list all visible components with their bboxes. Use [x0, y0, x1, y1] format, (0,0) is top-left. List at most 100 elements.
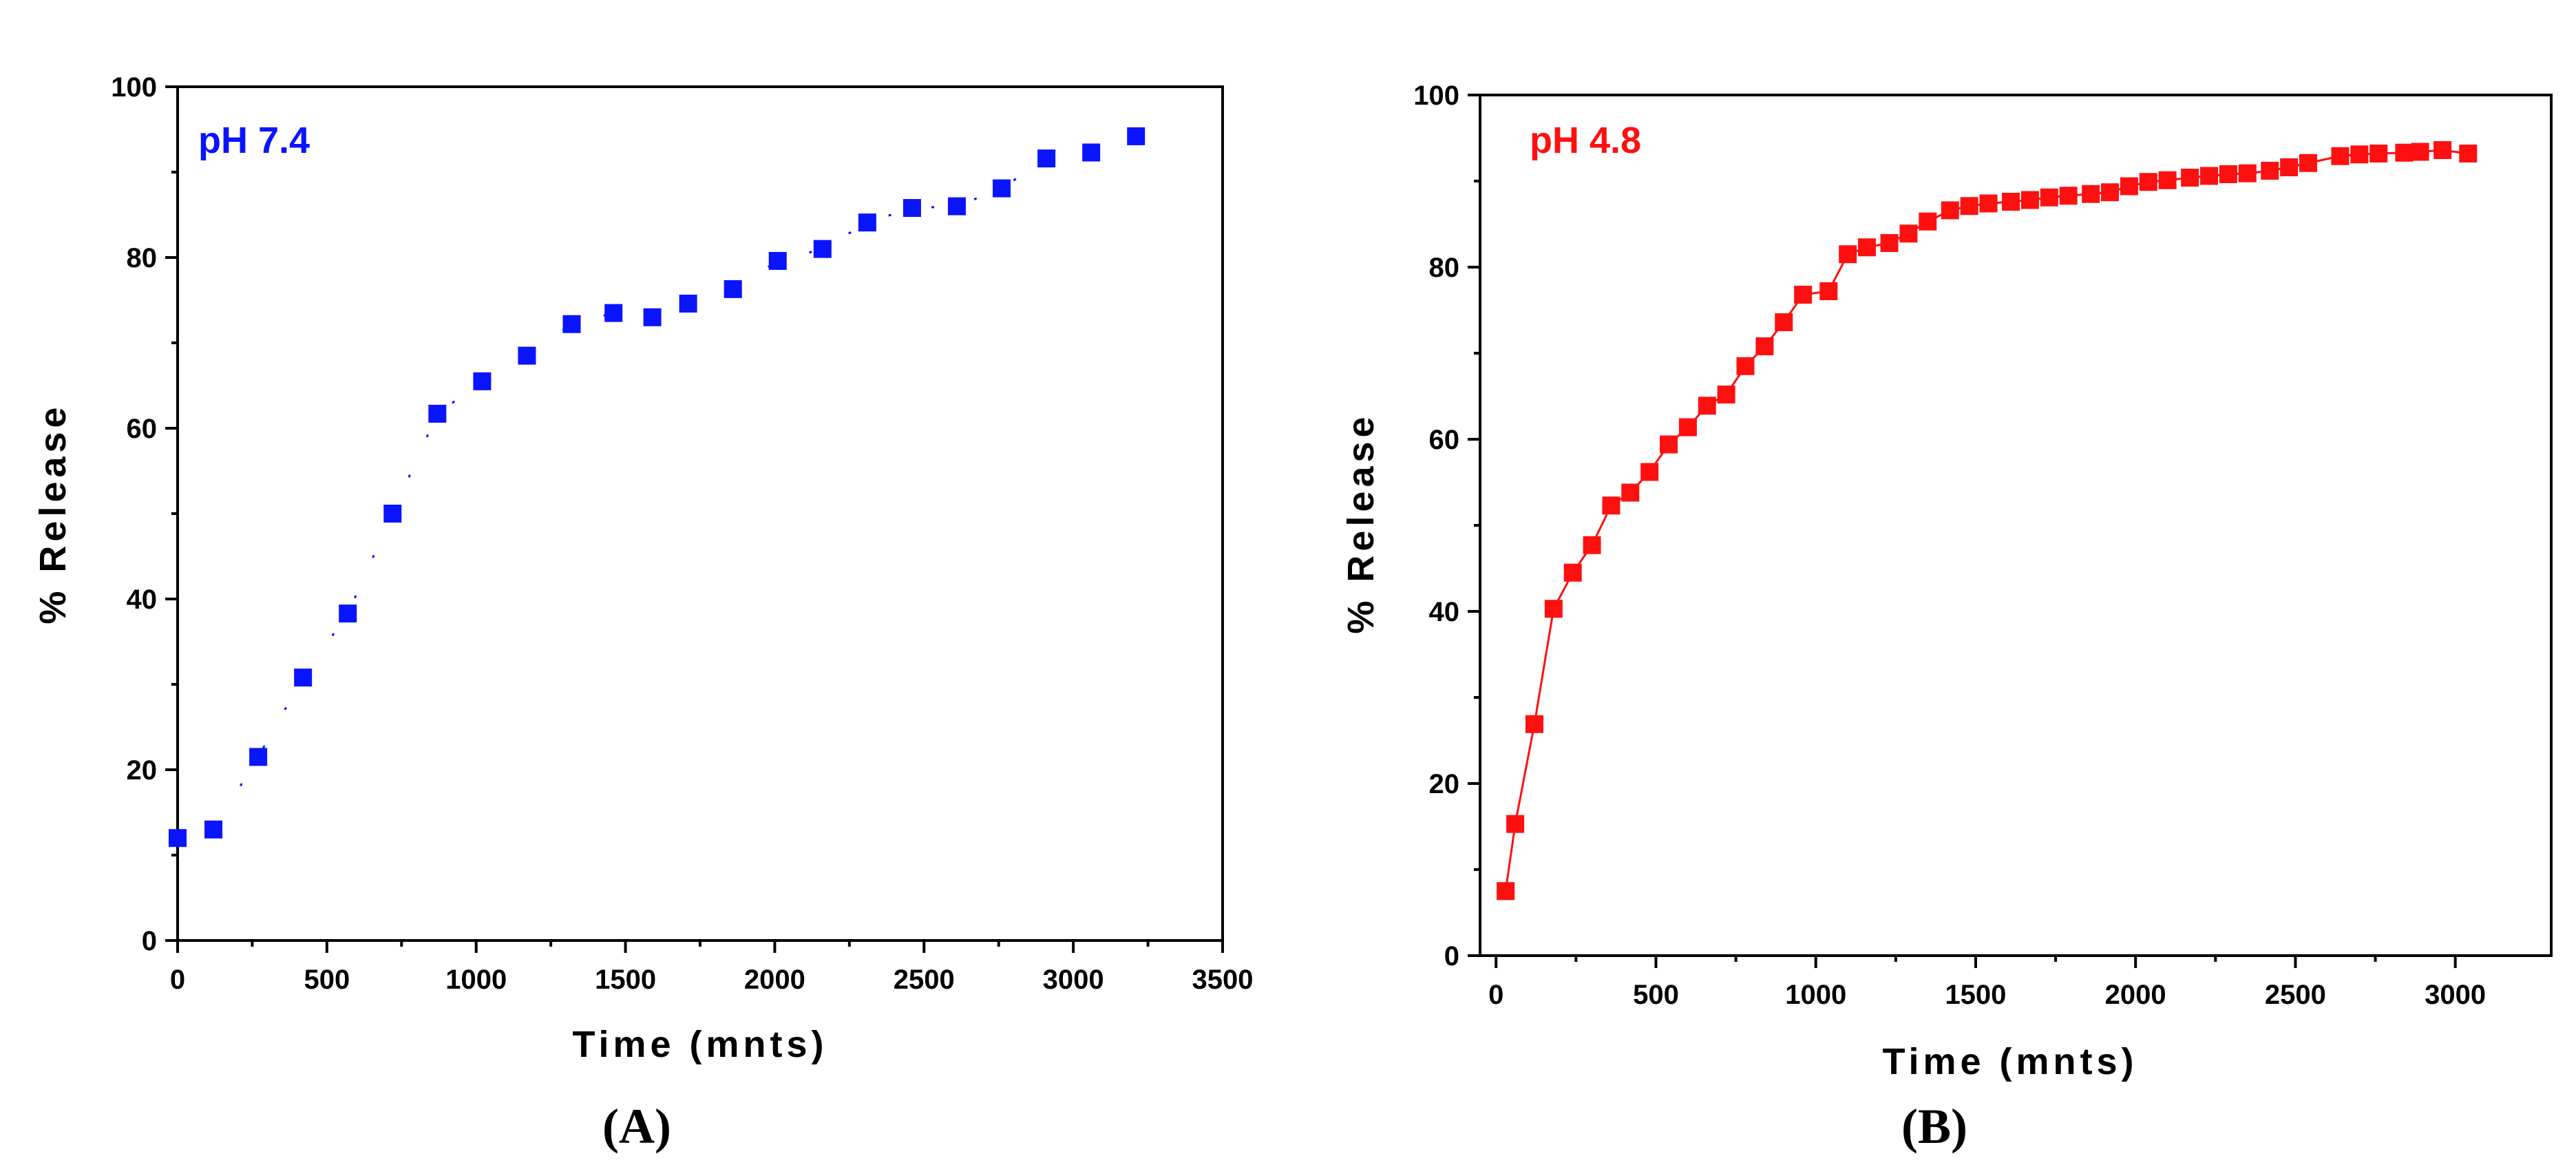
- data-point: [643, 308, 662, 326]
- data-point: [562, 315, 581, 333]
- data-point: [2350, 145, 2369, 164]
- data-point: [383, 505, 402, 523]
- x-tick-label: 1000: [1785, 980, 1846, 1010]
- data-point: [294, 669, 313, 687]
- data-point: [1819, 282, 1838, 300]
- x-tick-label: 500: [304, 965, 350, 995]
- data-point: [1640, 463, 1659, 481]
- data-point: [2459, 145, 2478, 162]
- plot-frame: [176, 85, 1224, 942]
- data-point: [2219, 165, 2237, 183]
- data-point: [2299, 154, 2317, 172]
- x-tick-label: 2000: [744, 965, 805, 995]
- data-point: [1919, 212, 1937, 231]
- y-tick-label: 0: [142, 926, 157, 956]
- data-point: [1082, 143, 1101, 162]
- data-point: [604, 304, 623, 322]
- x-tick-label: 3000: [1043, 965, 1104, 995]
- y-tick-label: 0: [1444, 941, 1459, 971]
- data-point: [1717, 386, 1735, 403]
- chart-panel-b: 0 500 1000 1500 2000 2500 3000 0 20 40 60 80 100 pH …: [1340, 81, 2553, 1154]
- plot-frame: [1479, 94, 2553, 957]
- x-tick-label: 2000: [2105, 980, 2166, 1010]
- data-point: [1621, 483, 1640, 502]
- x-tick-label: 1500: [595, 965, 656, 995]
- data-point: [813, 240, 832, 258]
- y-tick-label: 40: [1429, 597, 1460, 627]
- x-tick-label: 2500: [894, 965, 955, 995]
- data-point: [2261, 162, 2279, 180]
- data-point: [1660, 435, 1678, 454]
- x-tick-label: 1500: [1945, 980, 2006, 1010]
- x-tick-label: 0: [170, 965, 185, 995]
- x-axis-label: Time (mnts): [1882, 1041, 2137, 1082]
- series-label: pH 7.4: [198, 120, 310, 161]
- data-point: [2181, 169, 2199, 187]
- data-point: [1497, 882, 1515, 901]
- data-point: [2101, 183, 2120, 202]
- data-point: [1941, 201, 1959, 220]
- data-point: [473, 372, 492, 390]
- data-series: [169, 127, 1146, 848]
- panel-tag: (B): [1901, 1099, 1967, 1154]
- series-label: pH 4.8: [1530, 120, 1641, 161]
- data-point: [1880, 234, 1899, 252]
- data-point: [1858, 238, 1877, 257]
- data-point: [993, 179, 1011, 198]
- y-axis-label: % Release: [1340, 412, 1382, 633]
- data-point: [249, 748, 268, 766]
- data-point: [1544, 600, 1563, 618]
- data-point: [518, 346, 536, 365]
- data-point: [1839, 245, 1857, 264]
- data-point: [1525, 715, 1543, 733]
- x-tick-label: 3500: [1192, 965, 1254, 995]
- data-point: [1127, 127, 1146, 145]
- data-point: [2158, 171, 2177, 189]
- data-point: [2331, 147, 2350, 165]
- x-tick-label: 3000: [2425, 980, 2486, 1010]
- data-point: [768, 251, 787, 270]
- x-tick-label: 2500: [2265, 980, 2326, 1010]
- data-point: [1563, 563, 1582, 582]
- y-tick-label: 40: [127, 585, 158, 615]
- y-tick-label: 60: [127, 414, 158, 444]
- x-tick-label: 1000: [445, 965, 507, 995]
- data-point: [1678, 418, 1697, 437]
- data-point: [1960, 197, 1978, 215]
- data-series: [1497, 141, 2478, 901]
- data-point: [1602, 496, 1620, 515]
- data-point: [1755, 337, 1774, 355]
- data-point: [2002, 193, 2020, 211]
- x-axis-label: Time (mnts): [572, 1024, 827, 1065]
- y-tick-label: 20: [127, 755, 158, 786]
- y-tick-label: 20: [1429, 769, 1460, 799]
- data-point: [428, 404, 447, 423]
- data-point: [947, 197, 966, 215]
- data-point: [1506, 814, 1525, 833]
- data-point: [1037, 149, 1056, 168]
- chart-panel-a: 0 500 1000 1500 2000 2500 3000 3500 0 20 40 60 80 100…: [32, 72, 1253, 1154]
- y-tick-label: 60: [1429, 425, 1460, 455]
- y-tick-label: 100: [111, 72, 157, 103]
- data-point: [2395, 143, 2414, 162]
- series-line: [1504, 149, 2469, 892]
- series-line: [1504, 149, 2469, 892]
- data-point: [2082, 185, 2100, 203]
- x-tick-label: 0: [1488, 980, 1503, 1010]
- data-point: [1736, 357, 1755, 375]
- data-point: [2238, 164, 2257, 182]
- data-point: [1775, 313, 1793, 331]
- data-point: [2139, 173, 2157, 191]
- data-point: [1794, 286, 1813, 304]
- data-point: [1979, 194, 1998, 213]
- data-point: [2200, 167, 2219, 185]
- data-point: [2369, 145, 2388, 162]
- data-point: [2040, 188, 2058, 207]
- data-point: [724, 280, 742, 298]
- data-point: [1698, 397, 1716, 415]
- y-tick-label: 100: [1413, 81, 1459, 111]
- y-tick-label: 80: [127, 243, 158, 273]
- data-point: [858, 213, 876, 232]
- series-trace: [177, 135, 1137, 839]
- axis-ticks: 0 500 1000 1500 2000 2500 3000 0 20 40 60 80 100: [1413, 81, 2486, 1010]
